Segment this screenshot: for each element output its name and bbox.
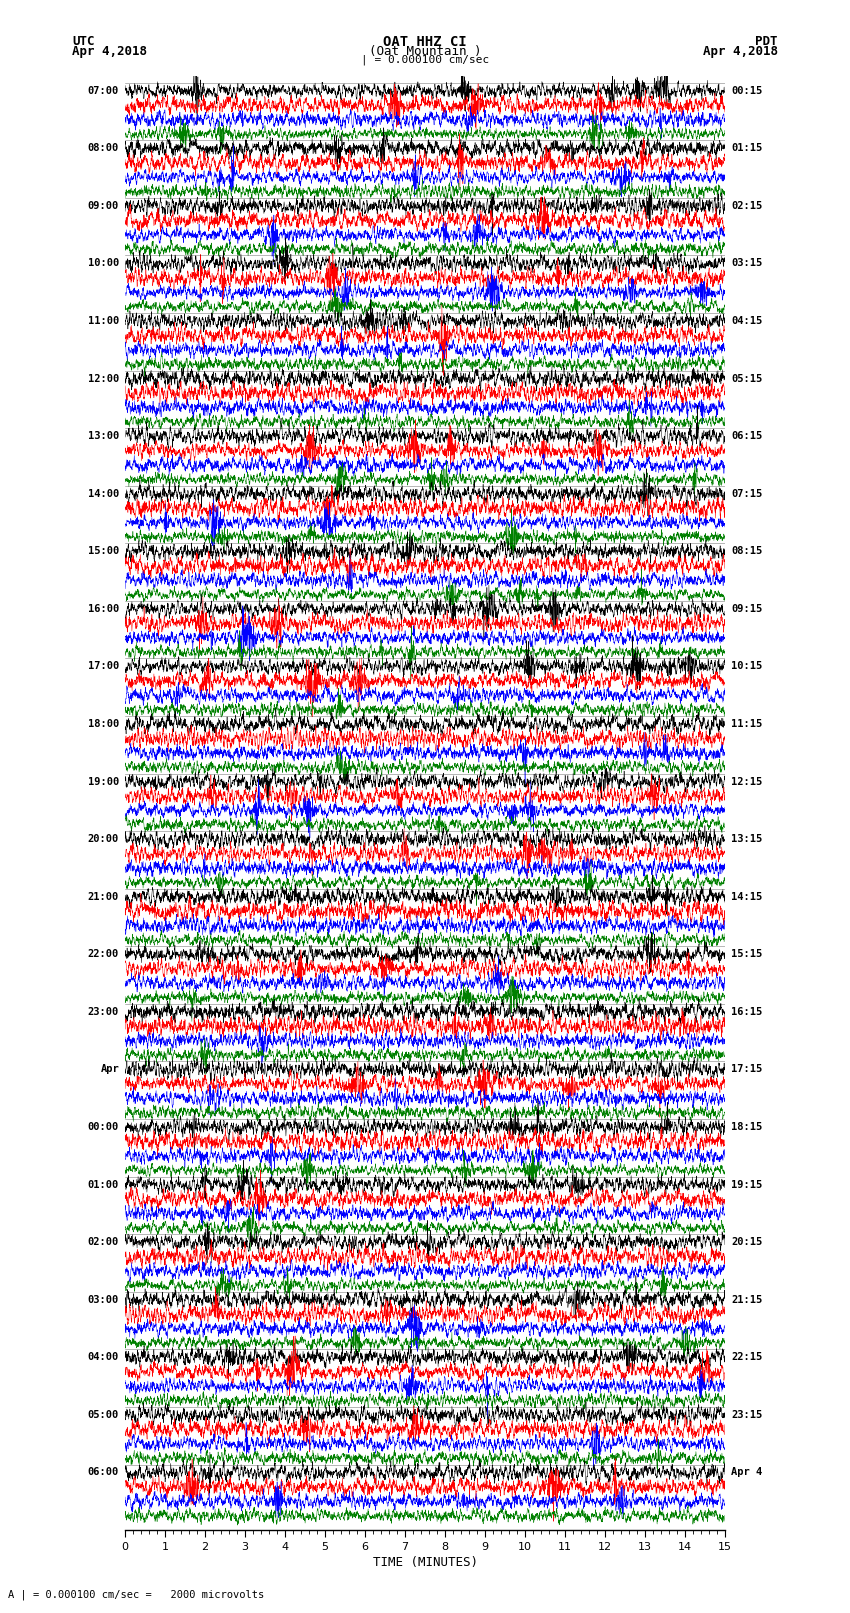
Text: 06:00: 06:00 [88, 1468, 119, 1478]
Text: OAT HHZ CI: OAT HHZ CI [383, 35, 467, 50]
Text: 17:00: 17:00 [88, 661, 119, 671]
Text: 07:00: 07:00 [88, 85, 119, 95]
Text: 08:15: 08:15 [731, 547, 762, 556]
Text: 02:15: 02:15 [731, 202, 762, 211]
Text: 13:00: 13:00 [88, 431, 119, 440]
Text: 22:15: 22:15 [731, 1352, 762, 1363]
X-axis label: TIME (MINUTES): TIME (MINUTES) [372, 1557, 478, 1569]
Text: 00:15: 00:15 [731, 85, 762, 95]
Text: Apr 4,2018: Apr 4,2018 [72, 45, 147, 58]
Text: 08:00: 08:00 [88, 144, 119, 153]
Text: 12:00: 12:00 [88, 374, 119, 384]
Text: 03:00: 03:00 [88, 1295, 119, 1305]
Text: 09:15: 09:15 [731, 603, 762, 615]
Text: 17:15: 17:15 [731, 1065, 762, 1074]
Text: 20:00: 20:00 [88, 834, 119, 844]
Text: (Oat Mountain ): (Oat Mountain ) [369, 45, 481, 58]
Text: 11:15: 11:15 [731, 719, 762, 729]
Text: 04:00: 04:00 [88, 1352, 119, 1363]
Text: UTC: UTC [72, 35, 94, 48]
Text: 02:00: 02:00 [88, 1237, 119, 1247]
Text: 03:15: 03:15 [731, 258, 762, 268]
Text: Apr 4,2018: Apr 4,2018 [703, 45, 778, 58]
Text: 19:00: 19:00 [88, 776, 119, 787]
Text: 04:15: 04:15 [731, 316, 762, 326]
Text: 07:15: 07:15 [731, 489, 762, 498]
Text: 12:15: 12:15 [731, 776, 762, 787]
Text: 14:00: 14:00 [88, 489, 119, 498]
Text: 10:00: 10:00 [88, 258, 119, 268]
Text: 11:00: 11:00 [88, 316, 119, 326]
Text: 23:15: 23:15 [731, 1410, 762, 1419]
Text: 00:00: 00:00 [88, 1123, 119, 1132]
Text: 06:15: 06:15 [731, 431, 762, 440]
Text: 16:00: 16:00 [88, 603, 119, 615]
Text: 15:15: 15:15 [731, 950, 762, 960]
Text: Apr: Apr [100, 1065, 119, 1074]
Text: 21:00: 21:00 [88, 892, 119, 902]
Text: | = 0.000100 cm/sec: | = 0.000100 cm/sec [361, 55, 489, 66]
Text: 20:15: 20:15 [731, 1237, 762, 1247]
Text: 19:15: 19:15 [731, 1179, 762, 1189]
Text: PDT: PDT [756, 35, 778, 48]
Text: 18:00: 18:00 [88, 719, 119, 729]
Text: 13:15: 13:15 [731, 834, 762, 844]
Text: 23:00: 23:00 [88, 1007, 119, 1016]
Text: 16:15: 16:15 [731, 1007, 762, 1016]
Text: 01:15: 01:15 [731, 144, 762, 153]
Text: 10:15: 10:15 [731, 661, 762, 671]
Text: 14:15: 14:15 [731, 892, 762, 902]
Text: 09:00: 09:00 [88, 202, 119, 211]
Text: 21:15: 21:15 [731, 1295, 762, 1305]
Text: 22:00: 22:00 [88, 950, 119, 960]
Text: 15:00: 15:00 [88, 547, 119, 556]
Text: Apr 4: Apr 4 [731, 1468, 762, 1478]
Text: 05:00: 05:00 [88, 1410, 119, 1419]
Text: A | = 0.000100 cm/sec =   2000 microvolts: A | = 0.000100 cm/sec = 2000 microvolts [8, 1589, 264, 1600]
Text: 01:00: 01:00 [88, 1179, 119, 1189]
Text: 05:15: 05:15 [731, 374, 762, 384]
Text: 18:15: 18:15 [731, 1123, 762, 1132]
